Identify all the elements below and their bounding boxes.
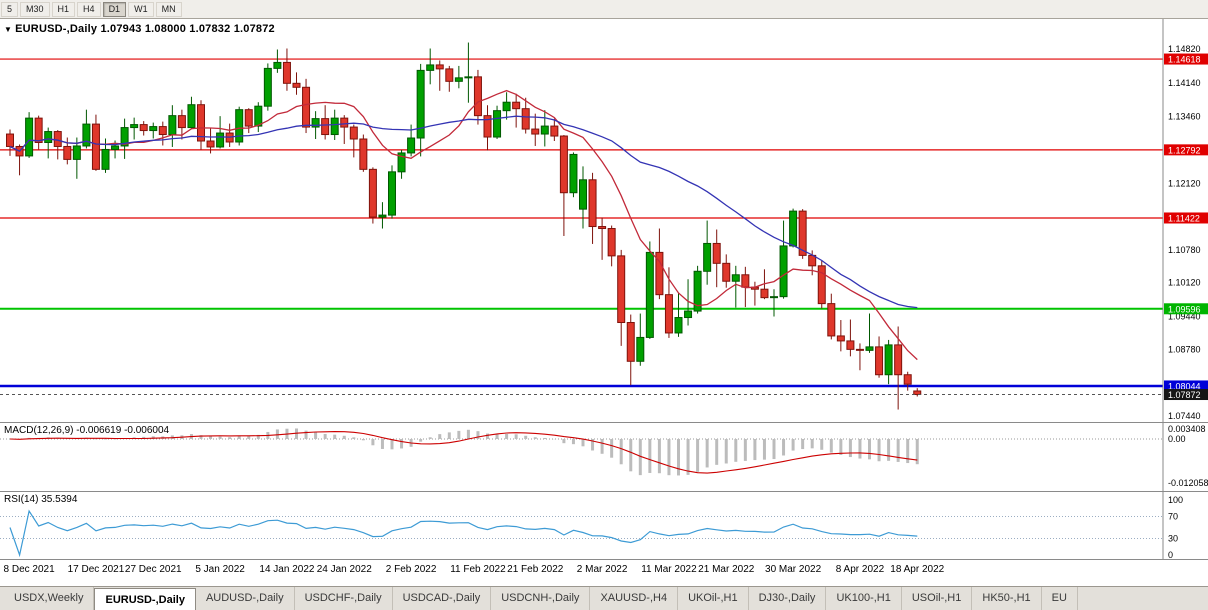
date-label: 11 Feb 2022 [450,564,506,575]
timeframe-button-w1[interactable]: W1 [128,1,154,17]
candlestick-chart[interactable]: 1.14820 1.14140 1.13460 1.12120 1.10780 1.101… [0,19,1208,422]
chart-tab-usdcad-daily[interactable]: USDCAD-,Daily [393,587,492,610]
timeframe-button-mn[interactable]: MN [155,1,182,17]
timeframe-button-h4[interactable]: H4 [77,1,101,17]
price-badge [1164,389,1208,401]
price-badge-text: 1.08044 [1168,381,1201,391]
timeframe-toolbar: 5 M30 H1 H4 D1 W1 MN [0,0,1208,19]
macd-axis-label: 0.00 [1168,434,1186,444]
price-axis-label: 1.07440 [1168,411,1201,421]
time-axis[interactable]: 8 Dec 2021 17 Dec 2021 27 Dec 2021 5 Jan 20… [0,559,1208,586]
macd-signal-line [9,431,918,474]
ma-slow-line [9,115,918,309]
price-axis-label: 1.09440 [1168,312,1201,322]
macd-axis-label: 0.003408 [1168,424,1206,434]
macd-indicator-panel[interactable]: MACD(12,26,9) -0.006619 -0.006004 0.0034… [0,422,1208,491]
chart-tab-eu[interactable]: EU [1042,587,1078,610]
rsi-axis-label: 30 [1168,534,1178,544]
chart-tab-usdx-weekly[interactable]: USDX,Weekly [4,587,95,610]
price-badge-text: 1.12792 [1168,145,1201,155]
chart-tab-xauusd-h4[interactable]: XAUUSD-,H4 [590,587,679,610]
rsi-axis-label: 100 [1168,495,1183,505]
macd-label: MACD(12,26,9) -0.006619 -0.006004 [4,425,170,436]
date-label: 11 Mar 2022 [641,564,697,575]
chart-tab-bar: USDX,Weekly EURUSD-,Daily AUDUSD-,Daily USD… [0,586,1208,610]
macd-axis-label: -0.012058 [1168,478,1208,488]
date-label: 2 Feb 2022 [385,564,437,575]
date-label: 21 Mar 2022 [698,564,755,575]
chart-tab-ukoil-h1[interactable]: UKOil-,H1 [678,587,749,610]
chart-tab-eurusd-daily[interactable]: EURUSD-,Daily [94,588,196,610]
date-label: 5 Jan 2022 [195,564,245,575]
chart-tab-uk100-h1[interactable]: UK100-,H1 [826,587,902,610]
price-badge-text: 1.07872 [1168,390,1201,400]
date-label: 30 Mar 2022 [765,564,822,575]
price-badge-text: 1.14618 [1168,55,1201,65]
chart-tab-usoil-h1[interactable]: USOil-,H1 [902,587,973,610]
ma-fast-line [9,89,918,361]
date-label: 14 Jan 2022 [259,564,315,575]
candles-group [6,42,922,410]
price-badge [1164,212,1208,224]
rsi-label: RSI(14) 35.5394 [4,494,78,505]
price-axis-label: 1.08780 [1168,344,1201,354]
rsi-axis-label: 70 [1168,512,1178,522]
chart-tab-hk50-h1[interactable]: HK50-,H1 [972,587,1042,610]
rsi-indicator-panel[interactable]: RSI(14) 35.5394 100 70 30 0 [0,491,1208,559]
price-axis-label: 1.10780 [1168,245,1201,255]
collapse-arrow-icon[interactable]: ▼ [4,25,13,34]
price-badge-text: 1.09596 [1168,304,1201,314]
date-label: 24 Jan 2022 [316,564,372,575]
chart-tab-dj30-daily[interactable]: DJ30-,Daily [749,587,827,610]
date-label: 27 Dec 2021 [124,564,182,575]
date-label: 2 Mar 2022 [576,564,628,575]
price-badge [1164,53,1208,65]
timeframe-button-d1[interactable]: D1 [102,1,127,17]
chart-tab-usdcnh-daily[interactable]: USDCNH-,Daily [491,587,591,610]
date-label: 8 Apr 2022 [835,564,885,575]
date-label: 8 Dec 2021 [3,564,55,575]
price-axis-label: 1.12120 [1168,178,1201,188]
price-axis-label: 1.14140 [1168,78,1201,88]
rsi-line [9,509,918,558]
chart-tab-usdchf-daily[interactable]: USDCHF-,Daily [295,587,393,610]
rsi-chart: 100 70 30 0 [0,492,1208,559]
price-badge [1164,144,1208,156]
date-label: 17 Dec 2021 [67,564,125,575]
date-label: 21 Feb 2022 [507,564,564,575]
timeframe-button-m30[interactable]: M30 [20,1,50,17]
price-badge [1164,380,1208,392]
horizontal-line-objects[interactable] [0,58,1163,388]
price-axis[interactable]: 1.14820 1.14140 1.13460 1.12120 1.10780 1.101… [1162,19,1208,422]
rsi-axis-label: 0 [1168,550,1173,559]
price-badge [1164,303,1208,315]
timeframe-button-5[interactable]: 5 [1,1,19,17]
price-badge-text: 1.11422 [1168,213,1200,223]
chart-symbol-title: ▼ EURUSD-,Daily 1.07943 1.08000 1.07832 1… [4,23,275,35]
price-axis-label: 1.13460 [1168,112,1201,122]
date-label: 18 Apr 2022 [890,564,945,575]
chart-tab-audusd-daily[interactable]: AUDUSD-,Daily [196,587,295,610]
price-axis-label: 1.14820 [1168,44,1201,54]
price-chart-panel[interactable]: ▼ EURUSD-,Daily 1.07943 1.08000 1.07832 1… [0,19,1208,422]
price-axis-label: 1.10120 [1168,278,1201,288]
chart-title-text: EURUSD-,Daily 1.07943 1.08000 1.07832 1.… [15,23,275,35]
timeframe-button-h1[interactable]: H1 [51,1,76,17]
